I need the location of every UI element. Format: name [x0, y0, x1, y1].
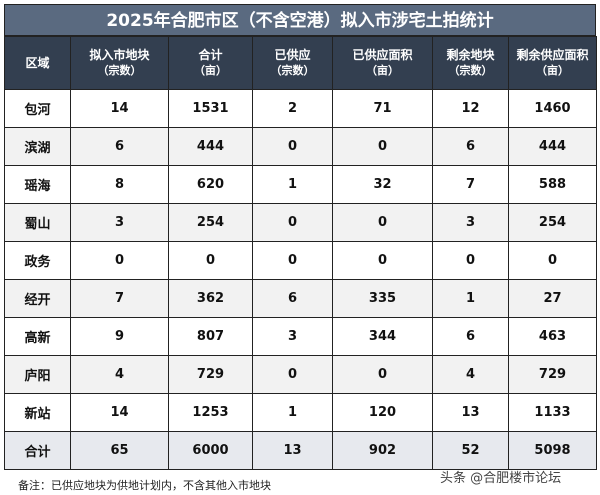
- region-cell: 高新: [4, 317, 71, 356]
- value-cell: 254: [168, 203, 253, 242]
- stats-table-frame: 2025年合肥市区（不含空港）拟入市涉宅土拍统计 区域 拟入市地块 （宗数） 合计…: [4, 4, 597, 470]
- table-row: 政务 0 0 0 0 0 0: [4, 241, 597, 280]
- value-cell: 3: [252, 317, 333, 356]
- value-cell: 0: [252, 241, 333, 280]
- table-row: 蜀山 3 254 0 0 3 254: [4, 203, 597, 242]
- value-cell: 120: [332, 393, 433, 432]
- value-cell: 71: [332, 89, 433, 128]
- region-cell: 滨湖: [4, 127, 71, 166]
- table-row: 新站 14 1253 1 120 13 1133: [4, 393, 597, 432]
- table-row: 滨湖 6 444 0 0 6 444: [4, 127, 597, 166]
- value-cell: 254: [508, 203, 597, 242]
- value-cell: 0: [432, 241, 509, 280]
- region-cell: 庐阳: [4, 355, 71, 394]
- region-cell: 瑶海: [4, 165, 71, 204]
- value-cell: 335: [332, 279, 433, 318]
- table-title: 2025年合肥市区（不含空港）拟入市涉宅土拍统计: [4, 4, 596, 36]
- value-cell: 1: [252, 165, 333, 204]
- value-cell: 0: [332, 241, 433, 280]
- value-cell: 807: [168, 317, 253, 356]
- value-cell: 8: [70, 165, 169, 204]
- value-cell: 6: [432, 317, 509, 356]
- value-cell: 7: [70, 279, 169, 318]
- value-cell: 1531: [168, 89, 253, 128]
- region-cell: 合计: [4, 431, 71, 470]
- header-cell: 拟入市地块 （宗数）: [70, 36, 169, 90]
- value-cell: 1133: [508, 393, 597, 432]
- value-cell: 902: [332, 431, 433, 470]
- region-cell: 包河: [4, 89, 71, 128]
- value-cell: 444: [168, 127, 253, 166]
- header-cell: 已供应面积 （亩）: [332, 36, 433, 90]
- region-cell: 新站: [4, 393, 71, 432]
- value-cell: 729: [168, 355, 253, 394]
- value-cell: 1253: [168, 393, 253, 432]
- value-cell: 65: [70, 431, 169, 470]
- value-cell: 444: [508, 127, 597, 166]
- value-cell: 14: [70, 89, 169, 128]
- value-cell: 0: [332, 355, 433, 394]
- value-cell: 32: [332, 165, 433, 204]
- region-cell: 政务: [4, 241, 71, 280]
- value-cell: 14: [70, 393, 169, 432]
- value-cell: 27: [508, 279, 597, 318]
- header-cell: 剩余供应面积 （亩）: [508, 36, 597, 90]
- total-row: 合计 65 6000 13 902 52 5098: [4, 431, 597, 470]
- value-cell: 0: [168, 241, 253, 280]
- stats-table: 区域 拟入市地块 （宗数） 合计 （亩） 已供应 （宗数） 已供应面积 （亩） 剩余地块…: [4, 36, 597, 470]
- value-cell: 620: [168, 165, 253, 204]
- header-cell: 剩余地块 （宗数）: [432, 36, 509, 90]
- value-cell: 0: [252, 127, 333, 166]
- value-cell: 6: [70, 127, 169, 166]
- region-cell: 蜀山: [4, 203, 71, 242]
- value-cell: 1: [252, 393, 333, 432]
- value-cell: 0: [70, 241, 169, 280]
- value-cell: 1460: [508, 89, 597, 128]
- value-cell: 3: [432, 203, 509, 242]
- value-cell: 3: [70, 203, 169, 242]
- table-row: 瑶海 8 620 1 32 7 588: [4, 165, 597, 204]
- table-row: 经开 7 362 6 335 1 27: [4, 279, 597, 318]
- header-cell: 合计 （亩）: [168, 36, 253, 90]
- value-cell: 588: [508, 165, 597, 204]
- value-cell: 0: [332, 203, 433, 242]
- value-cell: 2: [252, 89, 333, 128]
- value-cell: 463: [508, 317, 597, 356]
- value-cell: 1: [432, 279, 509, 318]
- value-cell: 4: [432, 355, 509, 394]
- value-cell: 12: [432, 89, 509, 128]
- value-cell: 13: [432, 393, 509, 432]
- value-cell: 0: [508, 241, 597, 280]
- value-cell: 9: [70, 317, 169, 356]
- table-row: 庐阳 4 729 0 0 4 729: [4, 355, 597, 394]
- value-cell: 7: [432, 165, 509, 204]
- value-cell: 6: [252, 279, 333, 318]
- footnote: 备注：已供应地块为供地计划内，不含其他入市地块: [18, 479, 271, 492]
- value-cell: 5098: [508, 431, 597, 470]
- table-row: 包河 14 1531 2 71 12 1460: [4, 89, 597, 128]
- header-cell: 已供应 （宗数）: [252, 36, 333, 90]
- value-cell: 4: [70, 355, 169, 394]
- value-cell: 362: [168, 279, 253, 318]
- value-cell: 6000: [168, 431, 253, 470]
- value-cell: 344: [332, 317, 433, 356]
- table-row: 高新 9 807 3 344 6 463: [4, 317, 597, 356]
- value-cell: 0: [252, 355, 333, 394]
- value-cell: 13: [252, 431, 333, 470]
- value-cell: 0: [332, 127, 433, 166]
- header-cell: 区域: [4, 36, 71, 90]
- watermark: 头条 @合肥楼市论坛: [440, 471, 562, 486]
- value-cell: 0: [252, 203, 333, 242]
- value-cell: 729: [508, 355, 597, 394]
- value-cell: 52: [432, 431, 509, 470]
- value-cell: 6: [432, 127, 509, 166]
- header-row: 区域 拟入市地块 （宗数） 合计 （亩） 已供应 （宗数） 已供应面积 （亩） 剩余地块…: [4, 36, 597, 90]
- region-cell: 经开: [4, 279, 71, 318]
